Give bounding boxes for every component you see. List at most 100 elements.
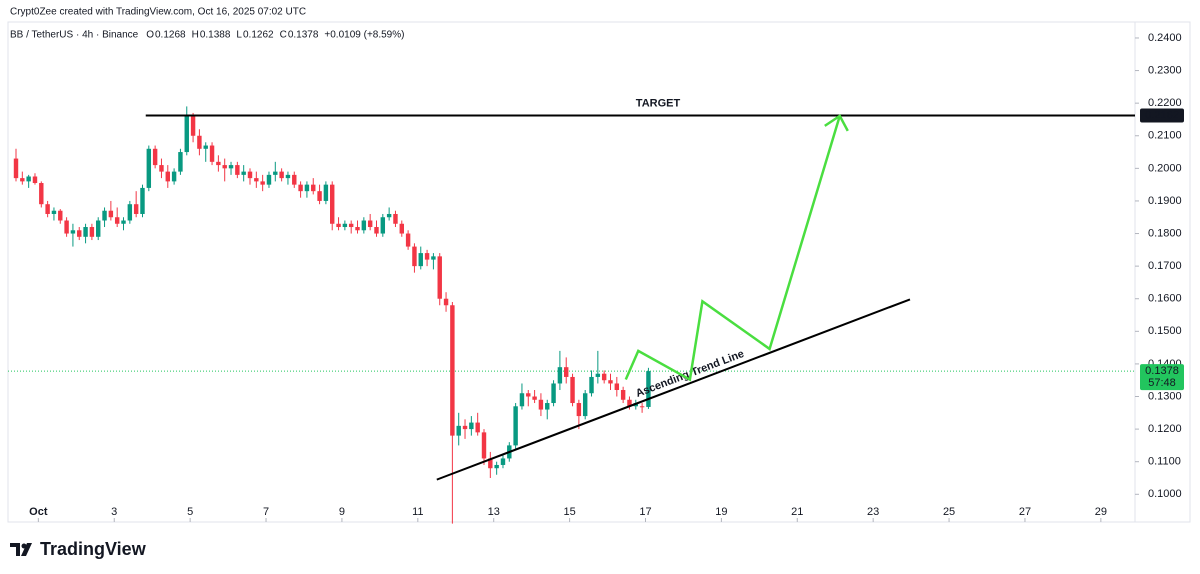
candle-body [576, 403, 582, 417]
ohlc-value: 0.1378 [288, 30, 319, 41]
candle-body [393, 213, 398, 224]
tv-logo [10, 543, 32, 556]
current-price-tag-label: 0.1378 [1145, 365, 1179, 377]
candle-body [399, 223, 404, 234]
candle-body [241, 171, 246, 175]
candle-body [532, 396, 537, 400]
x-tick-label: 17 [639, 506, 651, 518]
x-tick-label: 9 [339, 506, 345, 518]
x-tick-label: 11 [412, 506, 423, 518]
x-tick-label: Oct [29, 506, 48, 518]
candle-body [589, 376, 594, 394]
x-tick-label: 21 [791, 506, 803, 518]
candle-body [601, 373, 607, 381]
candle-body [45, 204, 50, 214]
current-price-tag [1140, 364, 1184, 391]
y-tick-label: 0.2400 [1148, 32, 1182, 44]
candle-body [348, 223, 354, 228]
change: +0.0109 (+8.59%) [324, 30, 404, 41]
candle-body [203, 145, 208, 149]
candle-body [89, 227, 95, 237]
ohlc-label: O [146, 30, 154, 41]
y-tick-label: 0.1700 [1148, 260, 1182, 272]
candle-body [159, 165, 164, 172]
x-tick-label: 27 [1019, 506, 1031, 518]
y-tick-label: 0.1100 [1148, 456, 1181, 468]
candle-body [513, 406, 518, 446]
x-tick-label: 5 [187, 506, 193, 518]
candle-body [108, 210, 114, 218]
candle-body [646, 371, 651, 407]
candle-body [285, 174, 291, 179]
candle-body [127, 204, 133, 221]
candle-body [424, 253, 430, 260]
candle-body [418, 253, 423, 267]
y-tick-label: 0.2300 [1148, 64, 1182, 76]
candle-body [380, 217, 386, 234]
candle-body [627, 399, 632, 407]
y-tick-label: 0.1500 [1148, 325, 1182, 337]
y-tick-label: 0.1900 [1148, 195, 1182, 207]
x-tick-label: 25 [943, 506, 955, 518]
candle-body [114, 217, 120, 224]
candle-body [330, 184, 335, 224]
candle-body [456, 425, 461, 436]
candle-body [595, 373, 601, 377]
candle-body [96, 220, 101, 237]
candle-body [64, 220, 69, 234]
candle-body [431, 256, 436, 260]
candle-body [279, 171, 284, 179]
candle-body [488, 458, 493, 469]
x-tick-label: 13 [488, 506, 500, 518]
candle-body [102, 210, 107, 221]
candle-body [13, 158, 19, 179]
ohlc-label: C [280, 30, 287, 41]
candle-body [58, 210, 63, 221]
y-tick-label: 0.2000 [1148, 162, 1182, 174]
candle-body [146, 148, 152, 188]
candle-body [361, 220, 367, 231]
candle-body [133, 204, 139, 214]
candle-body [538, 399, 544, 410]
candle-body [266, 174, 272, 185]
candle-body [582, 393, 588, 417]
candle-body [639, 406, 645, 408]
y-tick-label: 0.1300 [1148, 390, 1182, 402]
y-tick-label: 0.1800 [1148, 227, 1182, 239]
candle-body [462, 425, 468, 430]
candle-body [519, 393, 525, 407]
candle-body [526, 393, 531, 397]
brand: TradingView [40, 539, 147, 559]
candle-body [557, 367, 563, 384]
candle-body [494, 464, 499, 469]
candle-body [235, 165, 240, 175]
y-tick-label: 0.2100 [1148, 130, 1182, 142]
candle-body [469, 422, 474, 430]
candle-body [545, 403, 550, 410]
ohlc-value: 0.1262 [243, 30, 274, 41]
ohlc-value: 0.1268 [155, 30, 186, 41]
countdown: 57:48 [1148, 377, 1176, 389]
candle-body [152, 148, 158, 166]
candle-body [481, 432, 487, 459]
candle-body [570, 376, 575, 404]
candle-body [405, 233, 411, 247]
candle-body [165, 171, 170, 182]
candle-body [20, 178, 25, 182]
candle-body [620, 389, 626, 400]
candle-body [443, 298, 449, 306]
candle-body [298, 184, 303, 192]
pane-frame [7, 21, 1191, 523]
ohlc-label: L [236, 30, 242, 41]
candle-body [247, 171, 253, 179]
x-tick-label: 15 [563, 506, 575, 518]
candle-body [70, 230, 76, 234]
candle-body [121, 220, 126, 224]
candle-body [222, 165, 227, 169]
candle-body [83, 227, 88, 237]
candle-body [184, 116, 189, 153]
candle-body [32, 176, 38, 184]
candle-body [304, 184, 310, 192]
candle-body [336, 223, 341, 228]
target-tag [1140, 108, 1184, 123]
